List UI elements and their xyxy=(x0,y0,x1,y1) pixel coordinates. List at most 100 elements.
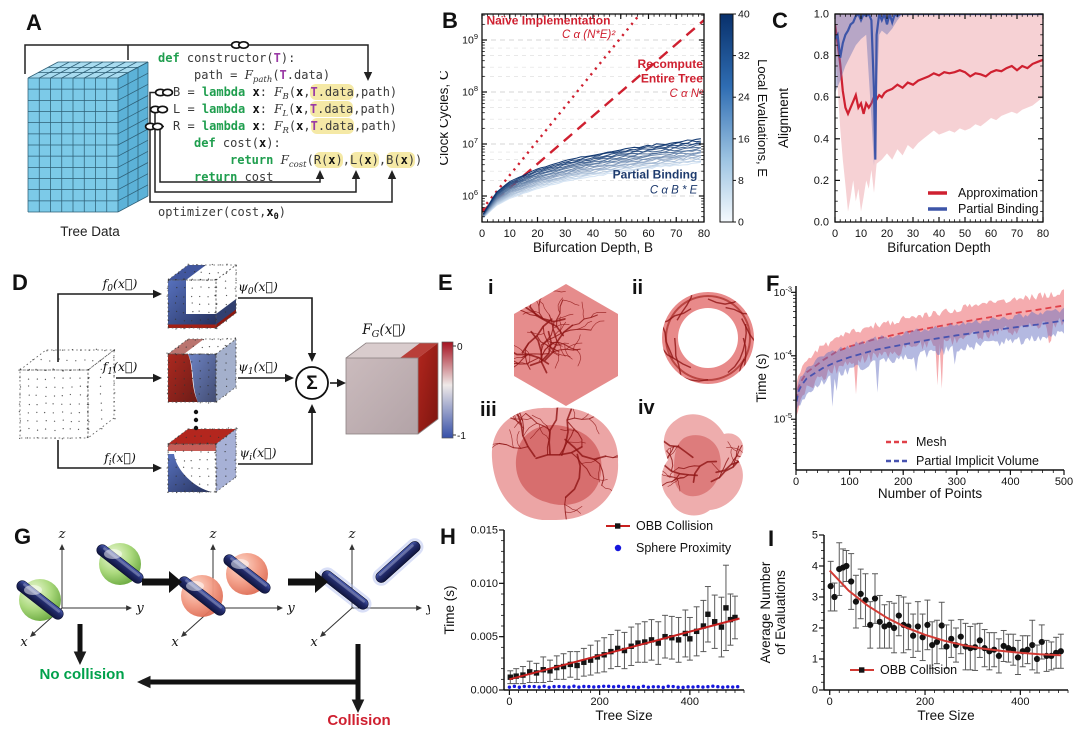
chart-collision-time: 0 200 400 0.000 0.005 0.010 0.015 Tree Size Time… xyxy=(442,519,745,723)
svg-text:Partial Implicit Volume: Partial Implicit Volume xyxy=(916,454,1039,468)
svg-text:of Evaluations: of Evaluations xyxy=(773,570,788,655)
x-axis-label: Tree Size xyxy=(595,708,652,723)
y-axis-label: Time (s) xyxy=(756,354,769,403)
svg-text:40: 40 xyxy=(587,228,599,240)
svg-text:0: 0 xyxy=(738,217,744,229)
svg-text:0: 0 xyxy=(457,342,463,353)
panel-label-d: D xyxy=(12,270,28,295)
svg-text:C α (N*E)²: C α (N*E)² xyxy=(562,29,616,41)
plot-area xyxy=(835,14,1043,212)
flow-arrows xyxy=(57,293,342,469)
global-volume-cube xyxy=(345,342,439,435)
panel-label-h: H xyxy=(440,524,456,549)
plot-area xyxy=(507,564,740,690)
svg-text:108: 108 xyxy=(462,84,478,99)
code-line: path = Fpath(T.data) xyxy=(194,68,331,85)
x-axis-label: Bifurcation Depth xyxy=(887,240,991,255)
svg-text:80: 80 xyxy=(698,228,710,240)
panel-label-e: E xyxy=(438,270,453,295)
svg-text:200: 200 xyxy=(590,696,608,708)
svg-text:0.0: 0.0 xyxy=(814,217,829,229)
panel-label-i: I xyxy=(768,526,775,551)
svg-text:-1: -1 xyxy=(457,431,466,442)
series-0 xyxy=(507,564,738,685)
code-line: def cost(x): xyxy=(194,136,281,150)
y-axis-label: Average Number xyxy=(758,561,773,663)
svg-text:0.010: 0.010 xyxy=(470,578,498,590)
svg-text:10-4: 10-4 xyxy=(774,348,792,363)
example-label-iv: iv xyxy=(638,397,656,419)
svg-text:500: 500 xyxy=(1055,476,1073,488)
chart-clock-cycles: 0 10 20 30 40 50 60 70 80106107108109Bifurcation… xyxy=(440,9,770,256)
panel-label-a: A xyxy=(26,10,42,35)
legend: OBB Collision Sphere Proximity xyxy=(606,519,732,555)
svg-text:C α B * E: C α B * E xyxy=(650,184,698,196)
step-arrow xyxy=(288,571,328,593)
svg-text:30: 30 xyxy=(559,228,571,240)
axes: 0 10 20 30 40 50 60 70 80 0.0 0.2 0.4 0.6 0.8 1.0 xyxy=(814,9,1049,241)
chart-avg-evaluations: 0 200 400 0 1 2 3 4 5 Tree Size Average Number of E… xyxy=(758,530,1069,723)
svg-text:Partial Binding: Partial Binding xyxy=(613,167,698,181)
svg-text:OBB Collision: OBB Collision xyxy=(880,663,957,677)
example-label-iii: iii xyxy=(480,399,497,421)
svg-text:z: z xyxy=(209,527,217,542)
svg-text:400: 400 xyxy=(1011,696,1029,708)
svg-text:0.4: 0.4 xyxy=(814,133,829,145)
svg-text:300: 300 xyxy=(948,476,966,488)
panel-label-g: G xyxy=(14,524,32,549)
svg-text:30: 30 xyxy=(907,228,919,240)
svg-text:0.6: 0.6 xyxy=(814,92,829,104)
svg-text:OBB Collision: OBB Collision xyxy=(636,519,713,533)
chain-link-icon xyxy=(230,40,250,50)
svg-text:z: z xyxy=(58,527,66,542)
vascular-shape-ring xyxy=(662,292,754,384)
svg-text:C α N²: C α N² xyxy=(669,88,704,100)
svg-text:Mesh: Mesh xyxy=(916,435,947,449)
svg-text:24: 24 xyxy=(738,92,750,104)
capsule xyxy=(318,567,372,613)
svg-text:10: 10 xyxy=(504,228,516,240)
svg-text:x: x xyxy=(20,635,28,650)
panel-label-b: B xyxy=(442,8,458,33)
code-line: B = lambda x: FB(x,T.data,path) xyxy=(173,84,398,102)
svg-text:70: 70 xyxy=(1011,228,1023,240)
axes: 0 100 200 300 400 500 10-5 10-4 10-3 xyxy=(774,284,1074,488)
svg-text:3: 3 xyxy=(812,592,818,604)
y-axis-label: Alignment xyxy=(776,88,791,148)
x-axis-label: Number of Points xyxy=(878,486,983,501)
chart-alignment: 0 10 20 30 40 50 60 70 80 0.0 0.2 0.4 0.6 0.8 1.0 Bifur… xyxy=(776,9,1049,256)
svg-text:80: 80 xyxy=(1037,228,1049,240)
svg-text:0.000: 0.000 xyxy=(470,685,498,697)
svg-text:y: y xyxy=(135,601,144,616)
svg-text:2: 2 xyxy=(812,623,818,635)
capsule xyxy=(372,538,424,586)
svg-text:8: 8 xyxy=(738,175,744,187)
axes: 0 200 400 0 1 2 3 4 5 xyxy=(812,530,1069,708)
psi1-volume xyxy=(168,339,236,402)
svg-text:0: 0 xyxy=(793,476,799,488)
plot-area xyxy=(796,289,1064,418)
constructor-code-block: def constructor(T): path = Fpath(T.data) B… xyxy=(158,50,422,186)
legend: Approximation Partial Binding xyxy=(928,186,1039,216)
svg-text:200: 200 xyxy=(916,696,934,708)
svg-text:0: 0 xyxy=(506,696,512,708)
plot-area xyxy=(482,14,704,219)
svg-text:20: 20 xyxy=(531,228,543,240)
svg-text:1.0: 1.0 xyxy=(814,9,829,21)
math-label: f1(x⃗) xyxy=(102,359,138,377)
svg-text:x: x xyxy=(310,635,318,650)
math-label: fi(x⃗) xyxy=(103,450,136,468)
svg-text:10-3: 10-3 xyxy=(774,284,792,299)
code-line: return cost xyxy=(194,170,274,184)
rdbu-colorbar xyxy=(441,341,454,439)
chain-link-icon xyxy=(144,122,164,131)
tree-data-block xyxy=(27,61,149,213)
math-label: f0(x⃗) xyxy=(102,276,138,294)
svg-text:x: x xyxy=(171,635,179,650)
sum-symbol: Σ xyxy=(306,373,317,394)
legend: Mesh Partial Implicit Volume xyxy=(886,435,1039,468)
code-line: L = lambda x: FL(x,T.data,path) xyxy=(173,101,397,119)
y-axis-label: Time (s) xyxy=(442,586,457,635)
svg-text:0.2: 0.2 xyxy=(814,175,829,187)
